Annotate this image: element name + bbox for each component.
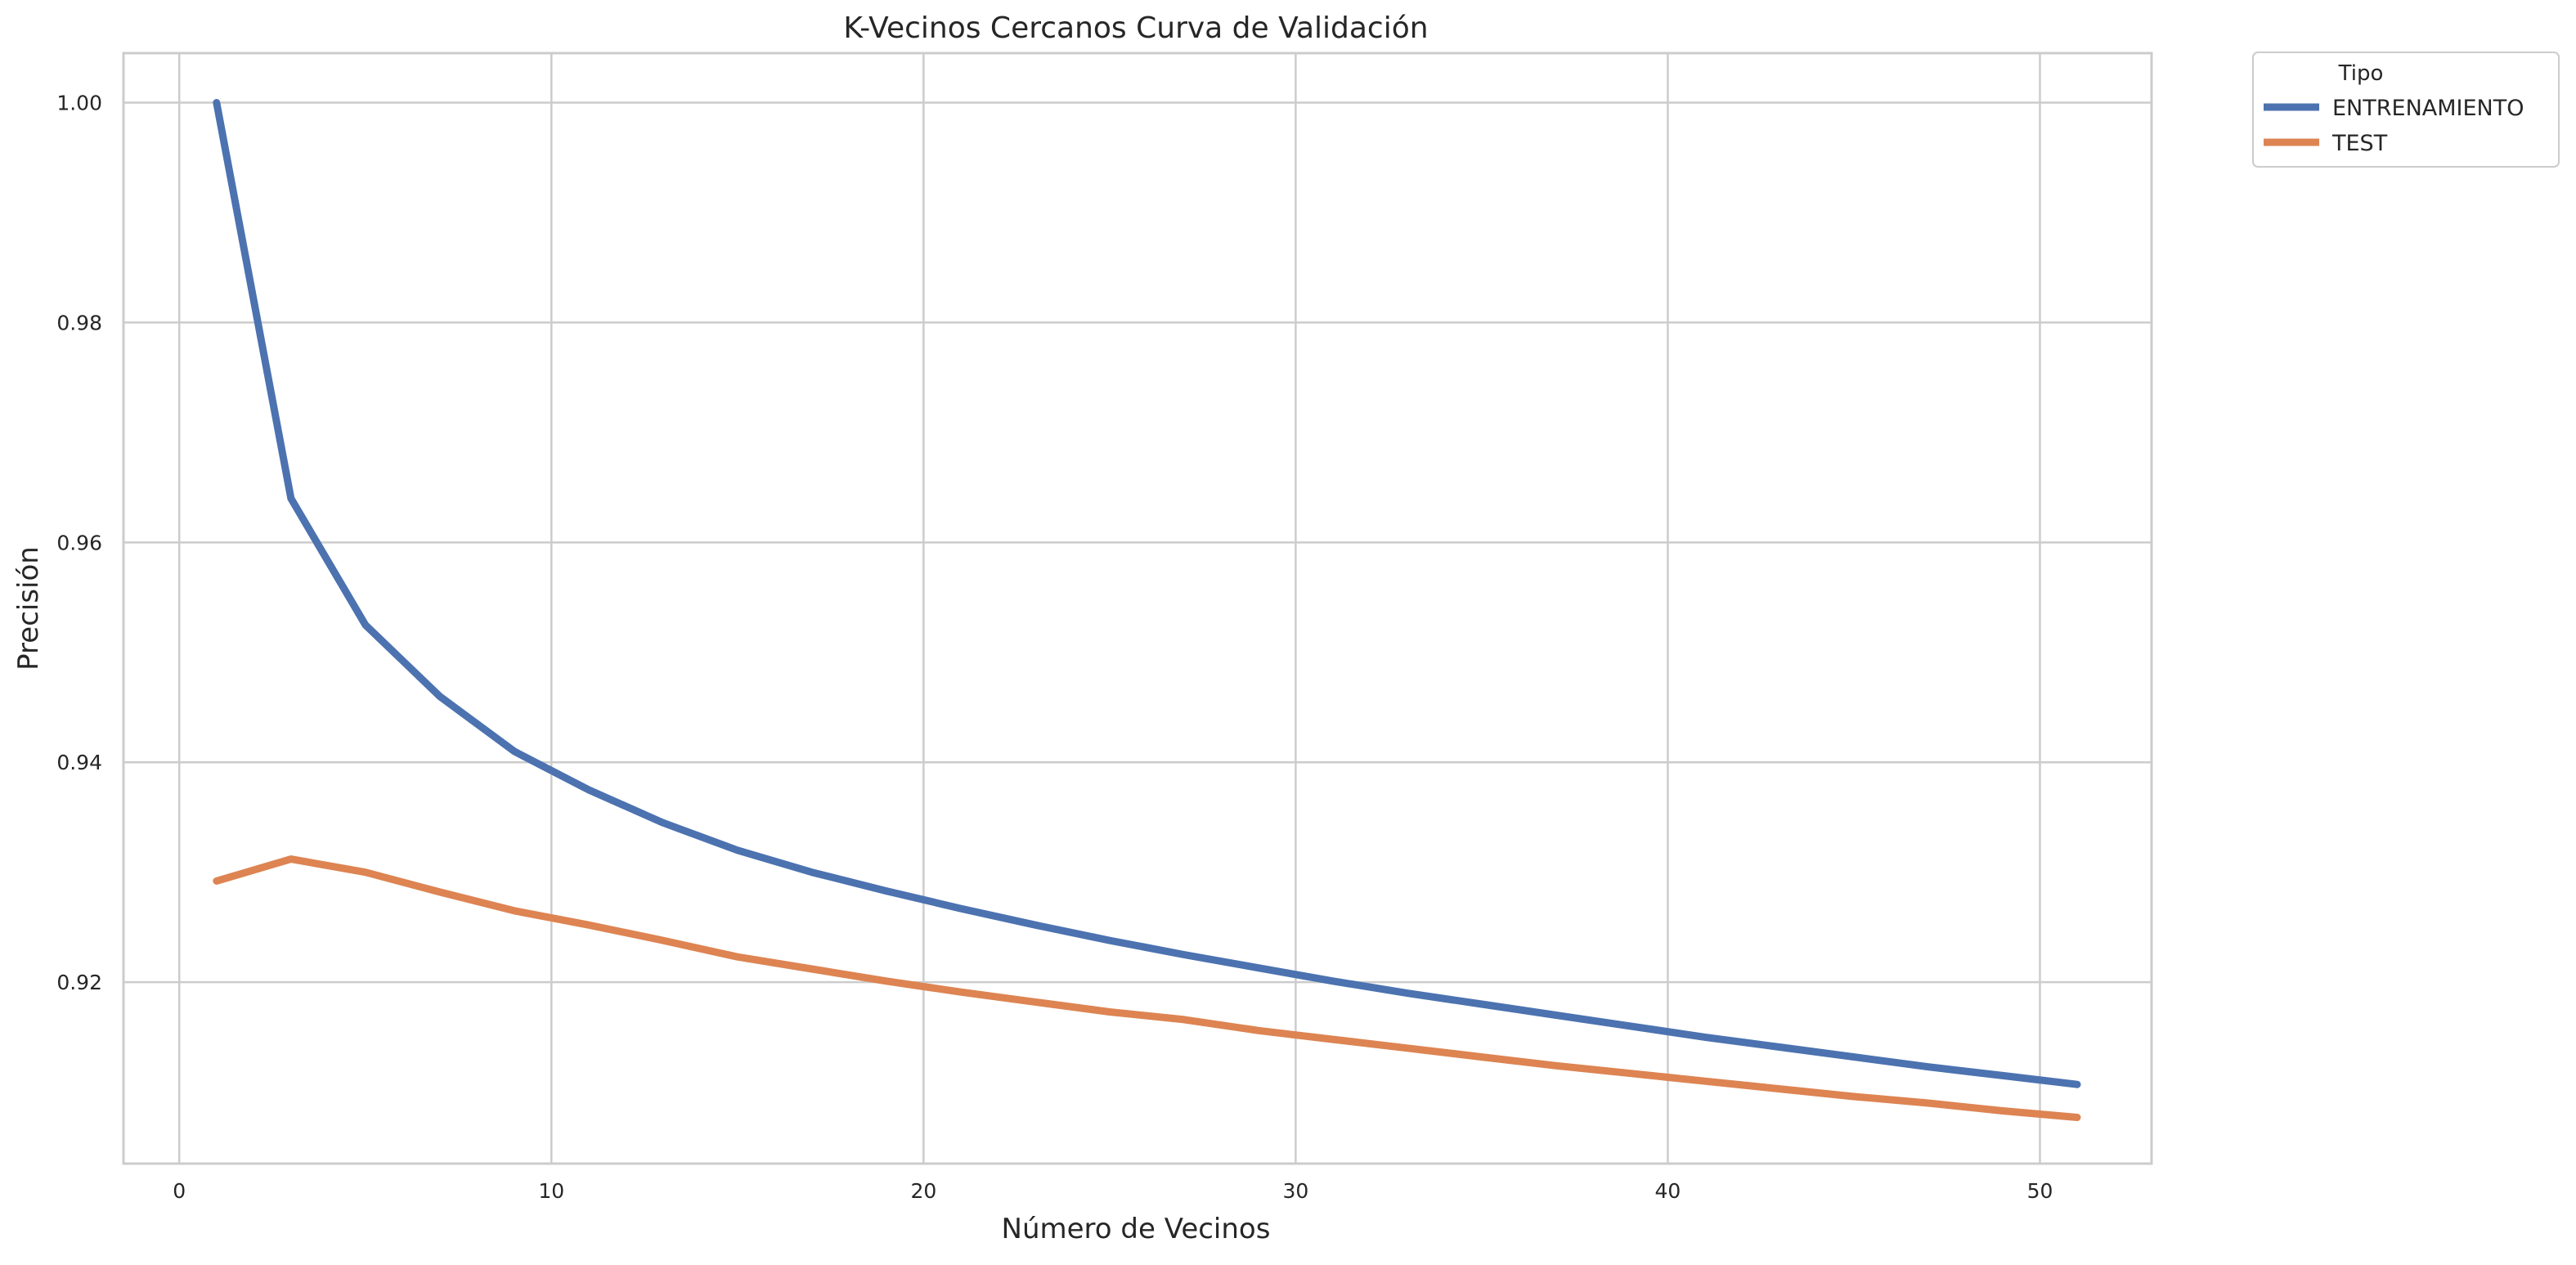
chart-title: K-Vecinos Cercanos Curva de Validación (843, 11, 1428, 45)
y-tick-label: 0.96 (56, 531, 102, 554)
y-tick-label: 0.98 (56, 311, 102, 334)
x-tick-label: 30 (1282, 1179, 1308, 1203)
x-axis-title: Número de Vecinos (1002, 1213, 1271, 1245)
x-tick-label: 20 (910, 1179, 936, 1203)
x-tick-label: 50 (2027, 1179, 2053, 1203)
y-axis-ticks: 0.92 0.94 0.96 0.98 1.00 (56, 92, 102, 995)
series-lines (213, 99, 2081, 1121)
y-tick-label: 0.94 (56, 751, 102, 774)
y-axis-title: Precisión (12, 546, 45, 671)
legend-label-test: TEST (2331, 131, 2388, 156)
y-tick-label: 0.92 (56, 971, 102, 994)
legend-label-entrenamiento: ENTRENAMIENTO (2332, 96, 2524, 121)
y-tick-label: 1.00 (56, 92, 102, 115)
x-tick-label: 10 (538, 1179, 564, 1203)
x-axis-ticks: 0 10 20 30 40 50 (173, 1179, 2053, 1203)
grid-lines (123, 53, 2152, 1164)
series-line-entrenamiento (213, 99, 2081, 1088)
legend-title: Tipo (2338, 61, 2384, 86)
legend: Tipo ENTRENAMIENTO TEST (2252, 52, 2560, 168)
series-line-test (213, 855, 2081, 1121)
x-tick-label: 40 (1655, 1179, 1681, 1203)
legend-box (2252, 52, 2560, 168)
plot-area (122, 52, 2153, 1165)
plot-frame (122, 52, 2153, 1165)
x-tick-label: 0 (173, 1179, 186, 1203)
